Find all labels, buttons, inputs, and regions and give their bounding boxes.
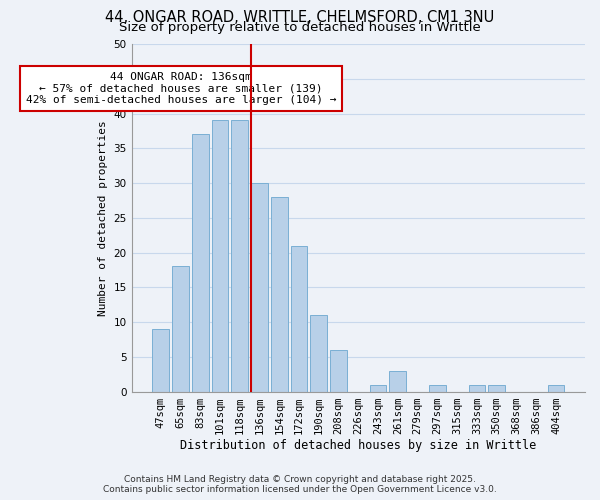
Bar (330, 350, 347, 392)
Bar (192, 134, 209, 392)
Bar (370, 384, 386, 392)
Bar (231, 120, 248, 392)
Text: 44, ONGAR ROAD, WRITTLE, CHELMSFORD, CM1 3NU: 44, ONGAR ROAD, WRITTLE, CHELMSFORD, CM1… (106, 10, 494, 25)
Bar (271, 197, 287, 392)
Bar (469, 384, 485, 392)
Text: Size of property relative to detached houses in Writtle: Size of property relative to detached ho… (119, 21, 481, 34)
Bar (429, 384, 446, 392)
Bar (212, 120, 229, 392)
Bar (172, 266, 189, 392)
Text: Contains HM Land Registry data © Crown copyright and database right 2025.
Contai: Contains HM Land Registry data © Crown c… (103, 474, 497, 494)
Bar (389, 370, 406, 392)
Bar (290, 246, 307, 392)
Bar (548, 384, 565, 392)
Bar (251, 183, 268, 392)
Text: 44 ONGAR ROAD: 136sqm
← 57% of detached houses are smaller (139)
42% of semi-det: 44 ONGAR ROAD: 136sqm ← 57% of detached … (26, 72, 336, 105)
Bar (488, 384, 505, 392)
Y-axis label: Number of detached properties: Number of detached properties (98, 120, 108, 316)
Bar (152, 329, 169, 392)
Bar (310, 315, 327, 392)
X-axis label: Distribution of detached houses by size in Writtle: Distribution of detached houses by size … (180, 440, 536, 452)
